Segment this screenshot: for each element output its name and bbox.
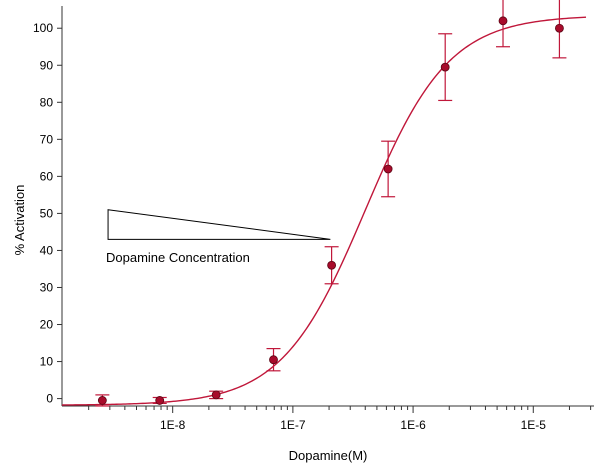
y-tick-label: 60	[40, 169, 54, 183]
y-tick-label: 80	[40, 95, 54, 109]
data-point	[498, 16, 508, 26]
y-tick-label: 10	[40, 355, 54, 369]
x-axis-label: Dopamine(M)	[289, 448, 368, 463]
error-bars-layer	[95, 0, 567, 407]
y-tick-label: 50	[40, 206, 54, 220]
annotation-label: Dopamine Concentration	[106, 250, 250, 265]
x-tick-label: 1E-8	[160, 418, 186, 432]
y-tick-label: 100	[33, 21, 53, 35]
x-tick-label: 1E-5	[521, 418, 547, 432]
y-tick-label: 90	[40, 58, 54, 72]
y-tick-label: 70	[40, 132, 54, 146]
data-point	[269, 355, 278, 365]
x-tick-label: 1E-6	[400, 418, 426, 432]
concentration-wedge	[107, 209, 331, 240]
data-point	[440, 62, 450, 72]
data-points-layer	[97, 16, 564, 405]
fit-curve	[61, 16, 587, 406]
data-point	[155, 396, 165, 405]
y-tick-label: 20	[40, 318, 54, 332]
data-point	[97, 396, 107, 405]
data-point	[327, 260, 337, 270]
y-tick-label: 0	[46, 392, 53, 406]
y-tick-label: 40	[40, 243, 54, 257]
data-point	[555, 23, 564, 33]
annotation-layer	[107, 209, 331, 240]
y-tick-label: 30	[40, 280, 54, 294]
data-point	[211, 390, 221, 400]
axes: 0 10 20 30 40 50 60 70 80 90 100 1E-8 1E-7 1E-6 1E-5	[33, 6, 594, 432]
data-point	[383, 164, 393, 174]
x-tick-label: 1E-7	[280, 418, 306, 432]
y-axis-label: % Activation	[12, 185, 27, 256]
fit-curve-layer	[61, 16, 587, 406]
